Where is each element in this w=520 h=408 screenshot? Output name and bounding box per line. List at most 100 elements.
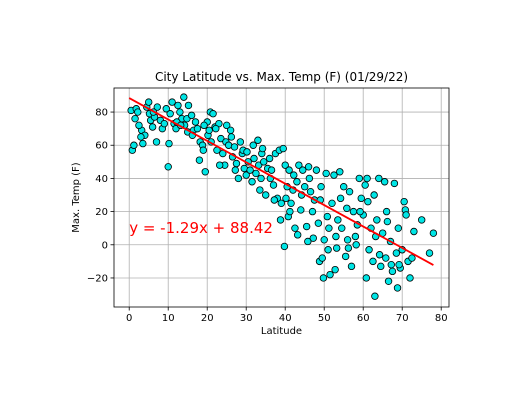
data-point (201, 168, 209, 176)
data-point (355, 174, 364, 183)
data-point (279, 144, 287, 153)
x-axis-ticks: 0 10 20 30 40 50 60 70 80 (126, 307, 448, 324)
data-point (309, 234, 317, 242)
data-point (193, 124, 202, 133)
data-point (302, 222, 311, 231)
data-point (260, 158, 268, 166)
data-point (291, 224, 299, 232)
data-point (304, 237, 312, 246)
data-point (282, 194, 290, 203)
data-point (257, 174, 265, 183)
data-point (234, 174, 243, 183)
data-point (336, 168, 344, 176)
x-tick-label: 40 (279, 313, 292, 324)
data-point (166, 110, 174, 118)
data-point (402, 211, 410, 219)
data-point (319, 274, 328, 282)
data-point (209, 110, 217, 118)
data-point (258, 144, 267, 153)
data-point (217, 134, 225, 143)
data-point (375, 174, 383, 183)
data-point (270, 196, 278, 204)
data-point (305, 174, 314, 183)
data-point (280, 242, 289, 251)
data-point (281, 161, 289, 169)
data-point (176, 108, 184, 116)
data-point (323, 212, 332, 221)
data-point (373, 216, 381, 224)
data-point (393, 284, 402, 292)
data-point (165, 139, 173, 148)
data-point (352, 241, 360, 249)
data-point (297, 206, 305, 214)
data-point (262, 191, 270, 199)
data-point (276, 216, 285, 224)
data-point (231, 166, 239, 174)
data-point (267, 166, 276, 174)
data-point (344, 244, 353, 252)
data-point (248, 178, 256, 186)
data-point (168, 98, 176, 106)
data-point (301, 183, 309, 191)
data-point (153, 103, 161, 111)
data-point (375, 251, 384, 259)
data-point (139, 139, 147, 148)
data-point (164, 163, 172, 171)
data-point (199, 146, 208, 154)
data-point (290, 171, 298, 179)
data-point (336, 194, 345, 203)
data-point (200, 121, 208, 130)
data-point (293, 231, 302, 239)
data-point (162, 105, 170, 113)
data-point (343, 236, 352, 244)
data-point (406, 274, 414, 282)
data-point (131, 114, 139, 123)
data-point (293, 178, 301, 186)
data-point (152, 138, 161, 146)
x-tick-label: 60 (357, 313, 370, 324)
data-point (226, 126, 235, 135)
data-points (127, 93, 438, 300)
data-point (388, 267, 397, 276)
data-point (330, 171, 338, 179)
data-point (252, 169, 260, 178)
data-point (174, 101, 182, 110)
data-point (254, 136, 262, 144)
data-point (287, 199, 295, 208)
data-point (328, 199, 336, 208)
data-point (286, 207, 294, 216)
data-point (400, 197, 408, 206)
data-point (243, 148, 251, 156)
data-point (130, 141, 138, 149)
x-tick-label: 30 (240, 313, 253, 324)
data-point (195, 156, 204, 164)
data-point (332, 232, 340, 241)
data-point (363, 174, 371, 183)
data-point (249, 141, 257, 149)
data-point (277, 199, 286, 208)
data-point (160, 119, 169, 128)
x-tick-label: 10 (162, 313, 175, 324)
data-point (227, 133, 236, 141)
data-point (384, 277, 393, 285)
data-point (191, 118, 200, 126)
chart-title: City Latitude vs. Max. Temp (F) (01/29/2… (155, 70, 408, 84)
data-point (145, 98, 153, 106)
x-tick-label: 70 (396, 313, 409, 324)
data-point (410, 227, 418, 236)
data-point (317, 183, 325, 191)
data-point (205, 126, 213, 135)
x-tick-label: 0 (126, 313, 132, 324)
x-tick-label: 20 (201, 313, 214, 324)
data-point (349, 207, 358, 216)
data-point (382, 254, 390, 262)
data-point (246, 166, 254, 174)
data-point (325, 224, 333, 232)
data-point (338, 224, 346, 232)
data-point (343, 204, 351, 212)
data-point (334, 216, 342, 224)
data-point (341, 252, 350, 261)
data-point (357, 194, 365, 203)
data-point (326, 270, 334, 279)
